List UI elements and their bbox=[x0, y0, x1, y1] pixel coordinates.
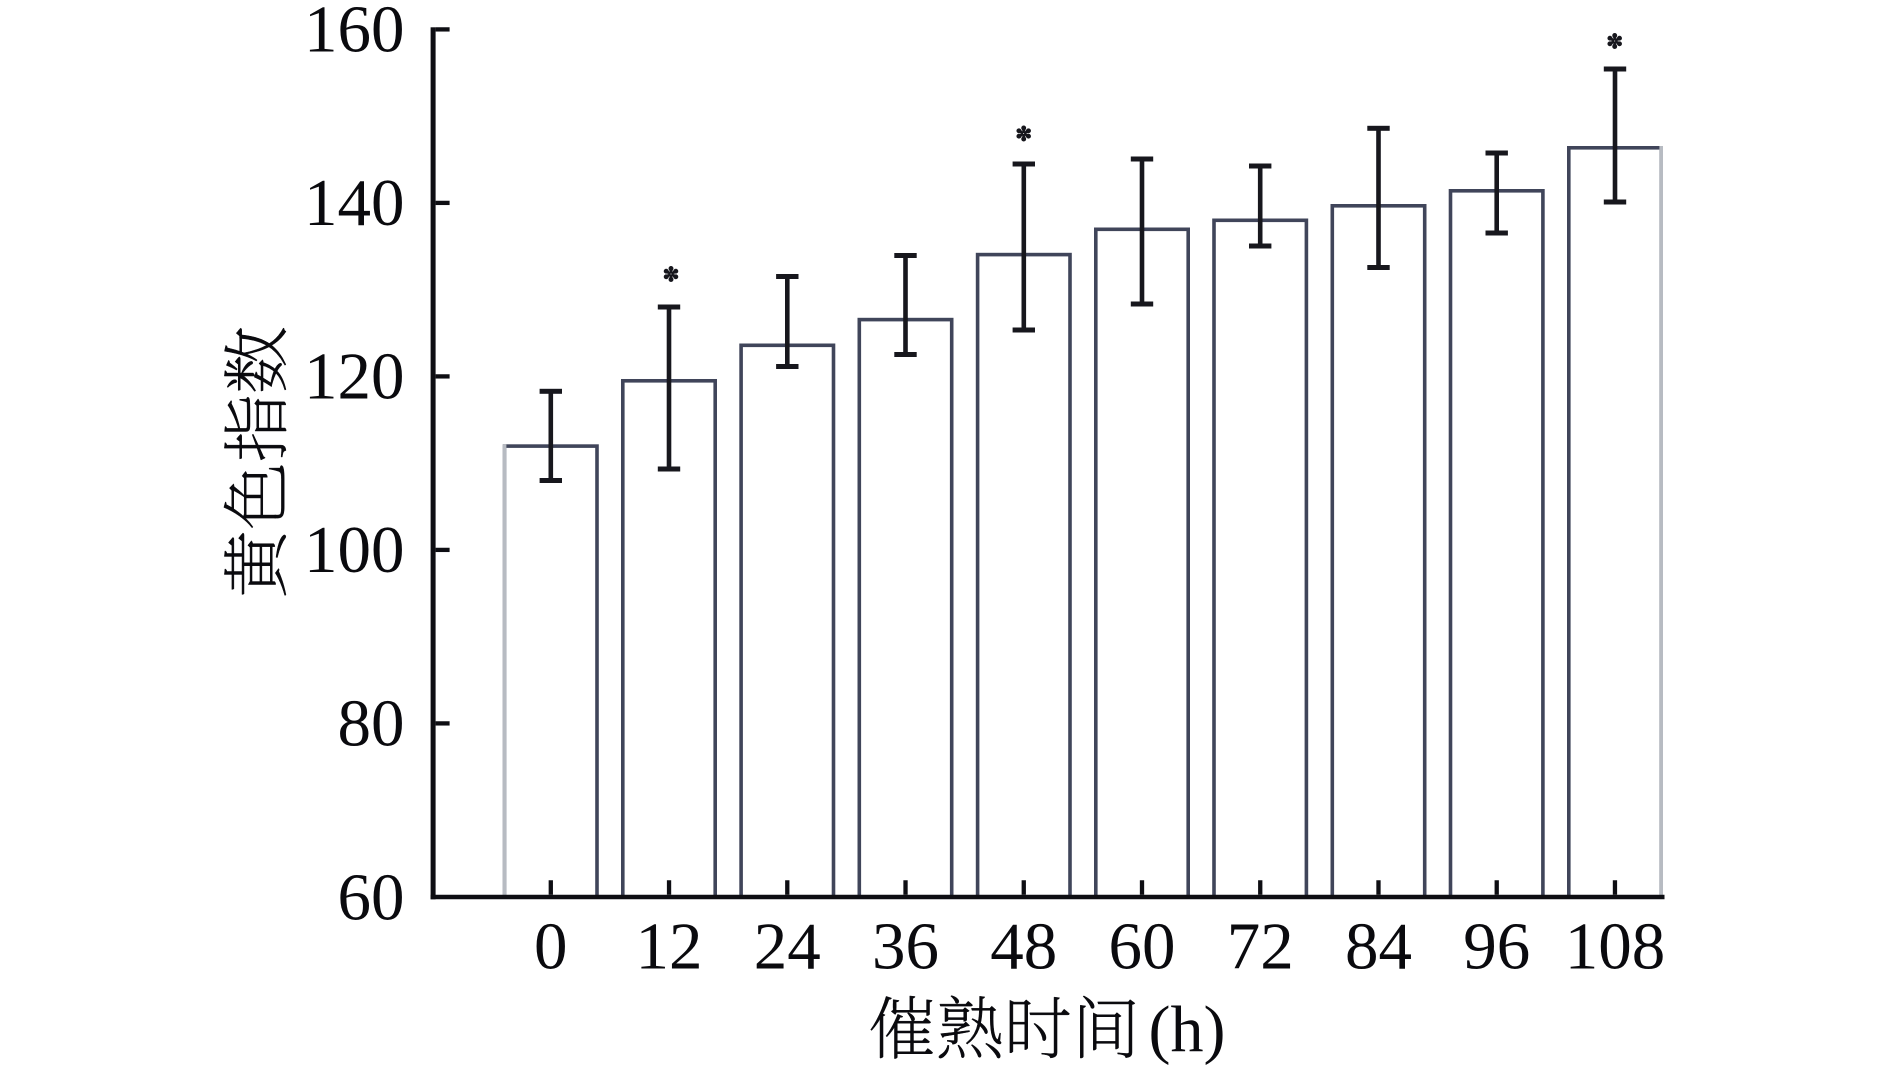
svg-text:160: 160 bbox=[304, 0, 405, 67]
svg-text:(h): (h) bbox=[1149, 993, 1226, 1066]
svg-text:140: 140 bbox=[304, 166, 405, 240]
svg-text:36: 36 bbox=[872, 910, 939, 984]
svg-text:96: 96 bbox=[1463, 910, 1530, 984]
svg-text:60: 60 bbox=[338, 860, 405, 934]
svg-text:108: 108 bbox=[1565, 910, 1666, 984]
svg-text:0: 0 bbox=[534, 910, 568, 984]
svg-text:12: 12 bbox=[636, 910, 703, 984]
svg-text:60: 60 bbox=[1109, 910, 1176, 984]
svg-text:84: 84 bbox=[1345, 910, 1412, 984]
svg-text:100: 100 bbox=[304, 513, 405, 587]
svg-text:24: 24 bbox=[754, 910, 821, 984]
svg-text:72: 72 bbox=[1227, 910, 1294, 984]
svg-text:120: 120 bbox=[304, 340, 405, 414]
svg-text:48: 48 bbox=[990, 910, 1057, 984]
svg-text:80: 80 bbox=[338, 687, 405, 761]
